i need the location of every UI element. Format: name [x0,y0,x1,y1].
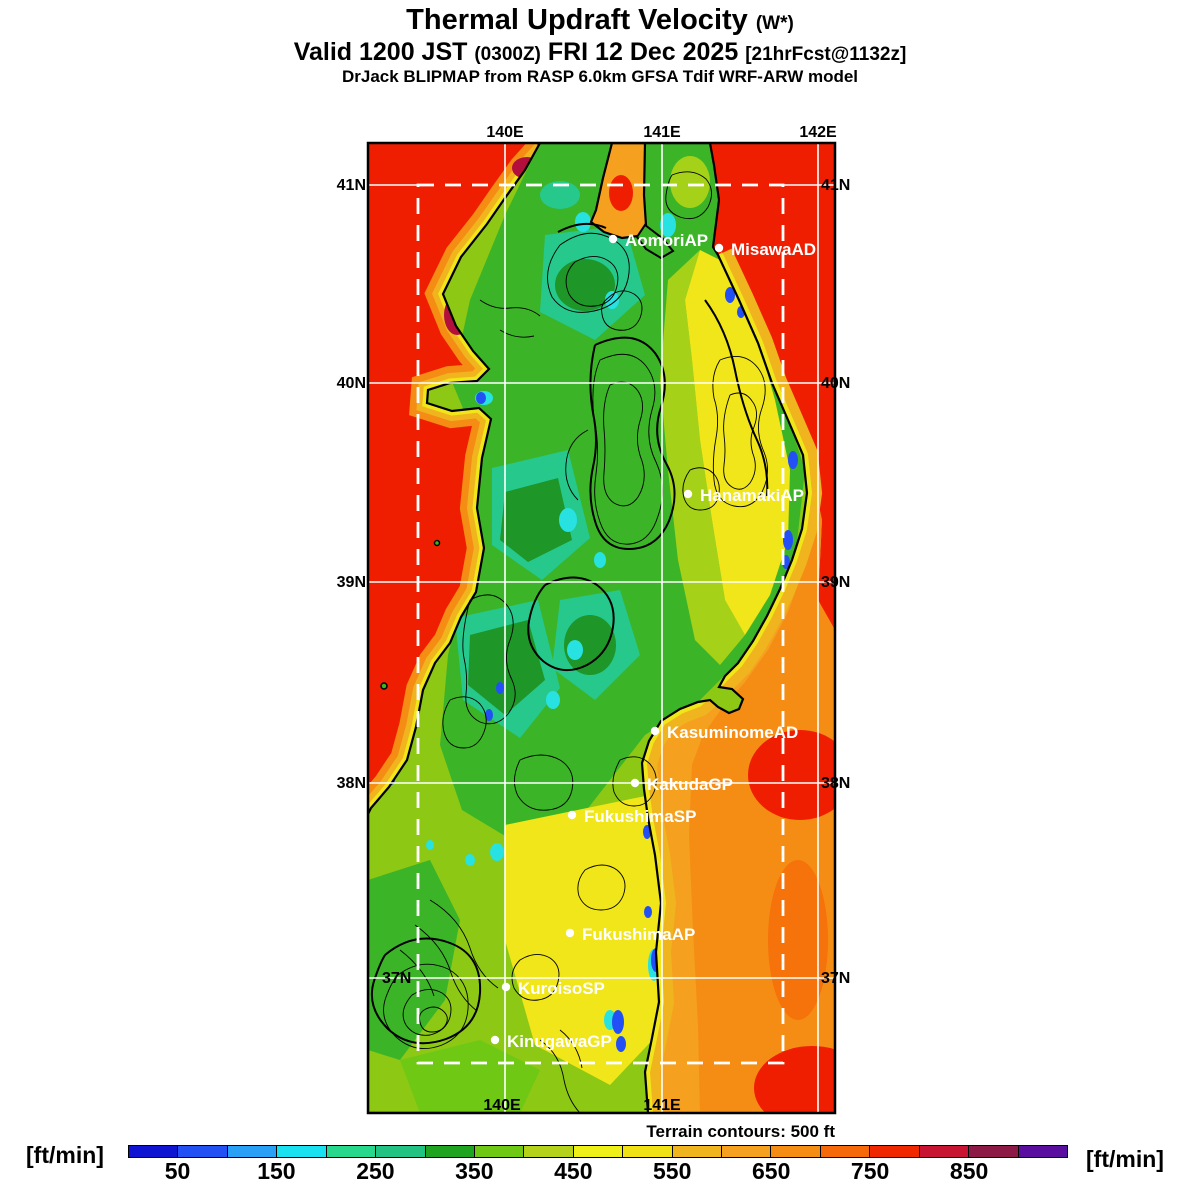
site-marker-dot [567,810,577,820]
colorbar-cell [276,1146,326,1157]
lon-label-bottom: 140E [483,1097,521,1114]
terrain-note: Terrain contours: 500 ft [646,1122,835,1141]
islands [380,539,441,690]
colorbar-tick-label: 250 [356,1158,395,1184]
colorbar-cell [721,1146,771,1157]
valid-zulu: (0300Z) [474,44,541,65]
colorbar-cell [129,1146,178,1157]
site-label: MisawaAD [731,240,816,259]
lat-label-right: 38N [821,775,850,792]
site-label: FukushimaAP [582,925,695,944]
valid-date: FRI 12 Dec 2025 [547,38,739,66]
colorbar-cell [770,1146,820,1157]
colorbar-tick-label: 150 [257,1158,296,1184]
colorbar-tick-label: 350 [455,1158,494,1184]
colorbar-cell [375,1146,425,1157]
model-line: DrJack BLIPMAP from RASP 6.0km GFSA Tdif… [341,67,859,86]
site-markers: AomoriAP MisawaAD HanamakiAP KasuminomeAD Ka… [490,231,816,1051]
site-label: KinugawaGP [507,1032,612,1051]
site-label: KuroisoSP [518,979,605,998]
site-label: KakudaGP [647,775,733,794]
lon-label-top: 141E [643,124,681,141]
land-fill-detail [368,143,805,1113]
colorbar-unit-right: [ft/min] [1086,1146,1164,1172]
site-marker-dot [501,982,511,992]
lat-label-right: 40N [821,375,850,392]
lon-label-top: 142E [799,124,837,141]
colorbar-ticks: 50 150 250 350 450 550 650 750 850 [128,1158,1068,1188]
lon-label-bottom: 141E [643,1097,681,1114]
colorbar-cell [177,1146,227,1157]
colorbar-cells [128,1145,1068,1158]
colorbar-unit-left: [ft/min] [26,1142,104,1168]
site-label: AomoriAP [625,231,708,250]
lat-label-left: 41N [337,177,366,194]
lat-label-left: 39N [337,574,366,591]
site-marker-dot [714,243,724,253]
lat-label-right: 41N [821,177,850,194]
forecast-tag: [21hrFcst@1132z] [745,44,907,65]
colorbar-tick-label: 550 [653,1158,692,1184]
colorbar-cell [523,1146,573,1157]
colorbar-cell [226,1146,277,1157]
site-marker-dot [683,489,693,499]
graticule [368,143,835,1113]
map-frame [366,141,837,1115]
valid-prefix: Valid 1200 JST [293,38,468,66]
colorbar-cell [918,1146,969,1157]
colorbar-cell [572,1146,623,1157]
site-marker-dot [490,1035,500,1045]
valid-line: Valid 1200 JST (0300Z) FRI 12 Dec 2025 [… [0,38,1200,67]
colorbar-cell [473,1146,524,1157]
site-label: HanamakiAP [700,486,804,505]
colorbar-cell [325,1146,376,1157]
colorbar-cell [1017,1146,1068,1157]
colorbar-cell [968,1146,1018,1157]
header-block: Thermal Updraft Velocity (W*) Valid 1200… [0,4,1200,87]
colorbar-tick-label: 750 [850,1158,890,1184]
terrain-contours-bold [370,222,769,1045]
colorbar-cell [622,1146,672,1157]
site-marker-dot [565,928,575,938]
site-label: FukushimaSP [584,807,696,826]
colorbar-tick-label: 850 [949,1158,989,1184]
lat-label-left: 37N [382,970,411,987]
lat-label-left: 40N [337,375,366,392]
colorbar-tick-label: 50 [164,1158,191,1184]
lon-label-top: 140E [486,124,524,141]
title-main: Thermal Updraft Velocity [406,4,748,36]
mutsu-bay [589,143,675,260]
site-marker-dot [608,234,618,244]
grid-labels: 140E 141E 142E 140E 141E 41N 41N 40N 40N 39N 39N 38… [337,124,851,1114]
site-label: KasuminomeAD [667,723,798,742]
colorbar-cell [819,1146,870,1157]
map-canvas [368,143,835,1113]
colorbar-tick-label: 450 [554,1158,593,1184]
colorbar-cell [424,1146,474,1157]
lat-label-right: 39N [821,574,850,591]
lat-label-right: 37N [821,970,850,987]
lat-label-left: 38N [337,775,366,792]
site-marker-dot [630,778,640,788]
colorbar-tick-label: 650 [752,1158,791,1184]
title-suffix: (W*) [755,13,794,34]
colorbar-cell [869,1146,919,1157]
site-marker-dot [650,726,660,736]
page-title: Thermal Updraft Velocity (W*) [0,4,1200,37]
colorbar-cell [671,1146,722,1157]
